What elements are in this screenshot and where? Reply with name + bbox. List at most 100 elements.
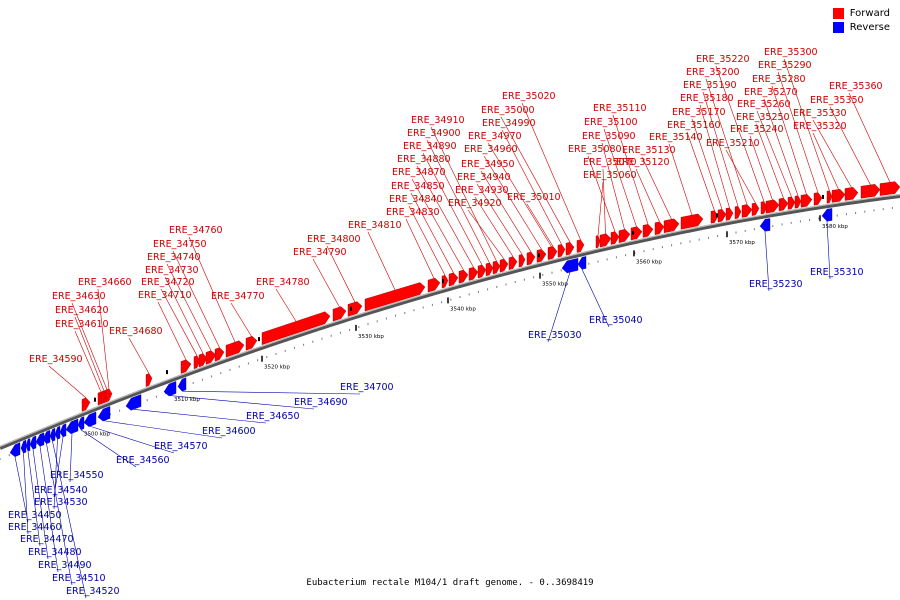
label-ere-34790[interactable]: ERE_34790 bbox=[293, 247, 347, 258]
label-ere-34970[interactable]: ERE_34970 bbox=[468, 131, 522, 142]
label-ere-34730[interactable]: ERE_34730 bbox=[145, 265, 199, 276]
gene-ere-34480[interactable] bbox=[29, 435, 37, 450]
label-ere-34660[interactable]: ERE_34660 bbox=[78, 277, 132, 288]
label-ere-34880[interactable]: ERE_34880 bbox=[397, 154, 451, 165]
gene-ere-35310[interactable] bbox=[821, 208, 833, 222]
label-ere-34630[interactable]: ERE_34630 bbox=[52, 291, 106, 302]
label-ere-34700[interactable]: ERE_34700 bbox=[340, 382, 394, 393]
label-ere-34480[interactable]: ERE_34480 bbox=[28, 547, 82, 558]
gene-ere-35130[interactable] bbox=[663, 218, 680, 234]
gene-ere-35320[interactable] bbox=[831, 188, 846, 203]
gene-ere-34750[interactable] bbox=[214, 347, 225, 362]
label-ere-34490[interactable]: ERE_34490 bbox=[38, 560, 92, 571]
label-ere-35190[interactable]: ERE_35190 bbox=[683, 80, 737, 91]
gene-ere-35070[interactable] bbox=[599, 233, 612, 248]
label-ere-35300[interactable]: ERE_35300 bbox=[764, 47, 818, 58]
label-ere-34950[interactable]: ERE_34950 bbox=[461, 159, 515, 170]
label-ere-35120[interactable]: ERE_35120 bbox=[616, 157, 670, 168]
gene-ere-34900[interactable] bbox=[485, 262, 494, 277]
label-ere-34560[interactable]: ERE_34560 bbox=[116, 455, 170, 466]
label-ere-34710[interactable]: ERE_34710 bbox=[138, 290, 192, 301]
label-ere-35130[interactable]: ERE_35130 bbox=[622, 145, 676, 156]
label-ere-35310[interactable]: ERE_35310 bbox=[810, 267, 864, 278]
gene-ere-34690[interactable] bbox=[163, 381, 177, 397]
gene-ere-34770[interactable] bbox=[245, 335, 258, 351]
gene-ere-35240[interactable] bbox=[765, 199, 780, 214]
gene-ere-35100[interactable] bbox=[630, 226, 643, 241]
label-ere-34800[interactable]: ERE_34800 bbox=[307, 234, 361, 245]
label-ere-35180[interactable]: ERE_35180 bbox=[680, 93, 734, 104]
gene-ere-35000[interactable] bbox=[565, 241, 575, 256]
gene-ere-34890[interactable] bbox=[477, 264, 487, 279]
label-ere-34680[interactable]: ERE_34680 bbox=[109, 326, 163, 337]
label-ere-35030[interactable]: ERE_35030 bbox=[528, 330, 582, 341]
gene-ere-35270[interactable] bbox=[794, 195, 802, 209]
label-ere-34900[interactable]: ERE_34900 bbox=[407, 128, 461, 139]
label-ere-35000[interactable]: ERE_35000 bbox=[481, 105, 535, 116]
gene-ere-35190[interactable] bbox=[734, 205, 742, 219]
label-ere-35170[interactable]: ERE_35170 bbox=[672, 107, 726, 118]
label-ere-34650[interactable]: ERE_34650 bbox=[246, 411, 300, 422]
gene-ere-34940[interactable] bbox=[518, 254, 526, 268]
gene-ere-34450[interactable] bbox=[9, 442, 21, 457]
gene-ere-34700[interactable] bbox=[177, 377, 187, 392]
gene-ere-35180[interactable] bbox=[725, 207, 734, 221]
label-ere-35020[interactable]: ERE_35020 bbox=[502, 91, 556, 102]
gene-ere-34600[interactable] bbox=[97, 406, 111, 422]
gene-ere-35110[interactable] bbox=[642, 224, 654, 238]
label-ere-35200[interactable]: ERE_35200 bbox=[686, 67, 740, 78]
label-ere-35070[interactable]: ERE_35070 bbox=[583, 157, 637, 168]
label-ere-34620[interactable]: ERE_34620 bbox=[55, 305, 109, 316]
label-ere-35210[interactable]: ERE_35210 bbox=[706, 138, 760, 149]
label-ere-35080[interactable]: ERE_35080 bbox=[568, 144, 622, 155]
gene-ere-35090[interactable] bbox=[618, 229, 631, 243]
label-ere-35260[interactable]: ERE_35260 bbox=[737, 99, 791, 110]
gene-ere-34910[interactable] bbox=[492, 260, 501, 275]
label-ere-34810[interactable]: ERE_34810 bbox=[348, 220, 402, 231]
label-ere-35350[interactable]: ERE_35350 bbox=[810, 95, 864, 106]
gene-ere-34800[interactable] bbox=[347, 301, 363, 317]
label-ere-34460[interactable]: ERE_34460 bbox=[8, 522, 62, 533]
gene-ere-35230[interactable] bbox=[759, 218, 771, 232]
gene-ere-34540[interactable] bbox=[59, 423, 67, 438]
gene-ere-34530[interactable] bbox=[54, 425, 61, 440]
gene-ere-35020[interactable] bbox=[576, 239, 585, 253]
label-ere-35060[interactable]: ERE_35060 bbox=[583, 170, 637, 181]
gene-ere-34590[interactable] bbox=[81, 397, 91, 412]
gene-ere-34560[interactable] bbox=[77, 416, 85, 431]
label-ere-35290[interactable]: ERE_35290 bbox=[758, 60, 812, 71]
label-ere-34770[interactable]: ERE_34770 bbox=[211, 291, 265, 302]
label-ere-34690[interactable]: ERE_34690 bbox=[294, 397, 348, 408]
label-ere-35230[interactable]: ERE_35230 bbox=[749, 279, 803, 290]
label-ere-35280[interactable]: ERE_35280 bbox=[752, 74, 806, 85]
label-ere-34510[interactable]: ERE_34510 bbox=[52, 573, 106, 584]
label-ere-34470[interactable]: ERE_34470 bbox=[20, 534, 74, 545]
gene-ere-34660[interactable] bbox=[105, 388, 113, 403]
label-ere-34590[interactable]: ERE_34590 bbox=[29, 354, 83, 365]
label-ere-34720[interactable]: ERE_34720 bbox=[141, 277, 195, 288]
label-ere-34930[interactable]: ERE_34930 bbox=[455, 185, 509, 196]
gene-ere-34870[interactable] bbox=[458, 269, 469, 284]
gene-ere-35260[interactable] bbox=[787, 196, 796, 210]
label-ere-34540[interactable]: ERE_34540 bbox=[34, 485, 88, 496]
label-ere-35100[interactable]: ERE_35100 bbox=[584, 117, 638, 128]
label-ere-34530[interactable]: ERE_34530 bbox=[34, 497, 88, 508]
label-ere-34450[interactable]: ERE_34450 bbox=[8, 510, 62, 521]
gene-ere-34520[interactable] bbox=[49, 428, 56, 442]
gene-ere-34960[interactable] bbox=[536, 249, 547, 263]
label-ere-34780[interactable]: ERE_34780 bbox=[256, 277, 310, 288]
gene-ere-34650[interactable] bbox=[125, 394, 142, 411]
label-ere-35270[interactable]: ERE_35270 bbox=[744, 87, 798, 98]
label-ere-35040[interactable]: ERE_35040 bbox=[589, 315, 643, 326]
label-ere-35360[interactable]: ERE_35360 bbox=[829, 81, 883, 92]
gene-ere-35200[interactable] bbox=[741, 204, 753, 218]
gene-ere-34810[interactable] bbox=[364, 282, 426, 312]
gene-ere-34930[interactable] bbox=[508, 256, 518, 270]
gene-ere-35140[interactable] bbox=[680, 213, 704, 230]
gene-ere-35250[interactable] bbox=[778, 197, 789, 212]
gene-ere-35170[interactable] bbox=[717, 208, 727, 223]
label-ere-34890[interactable]: ERE_34890 bbox=[403, 141, 457, 152]
label-ere-35010[interactable]: ERE_35010 bbox=[507, 192, 561, 203]
label-ere-35320[interactable]: ERE_35320 bbox=[793, 121, 847, 132]
gene-ere-35210[interactable] bbox=[751, 202, 760, 216]
